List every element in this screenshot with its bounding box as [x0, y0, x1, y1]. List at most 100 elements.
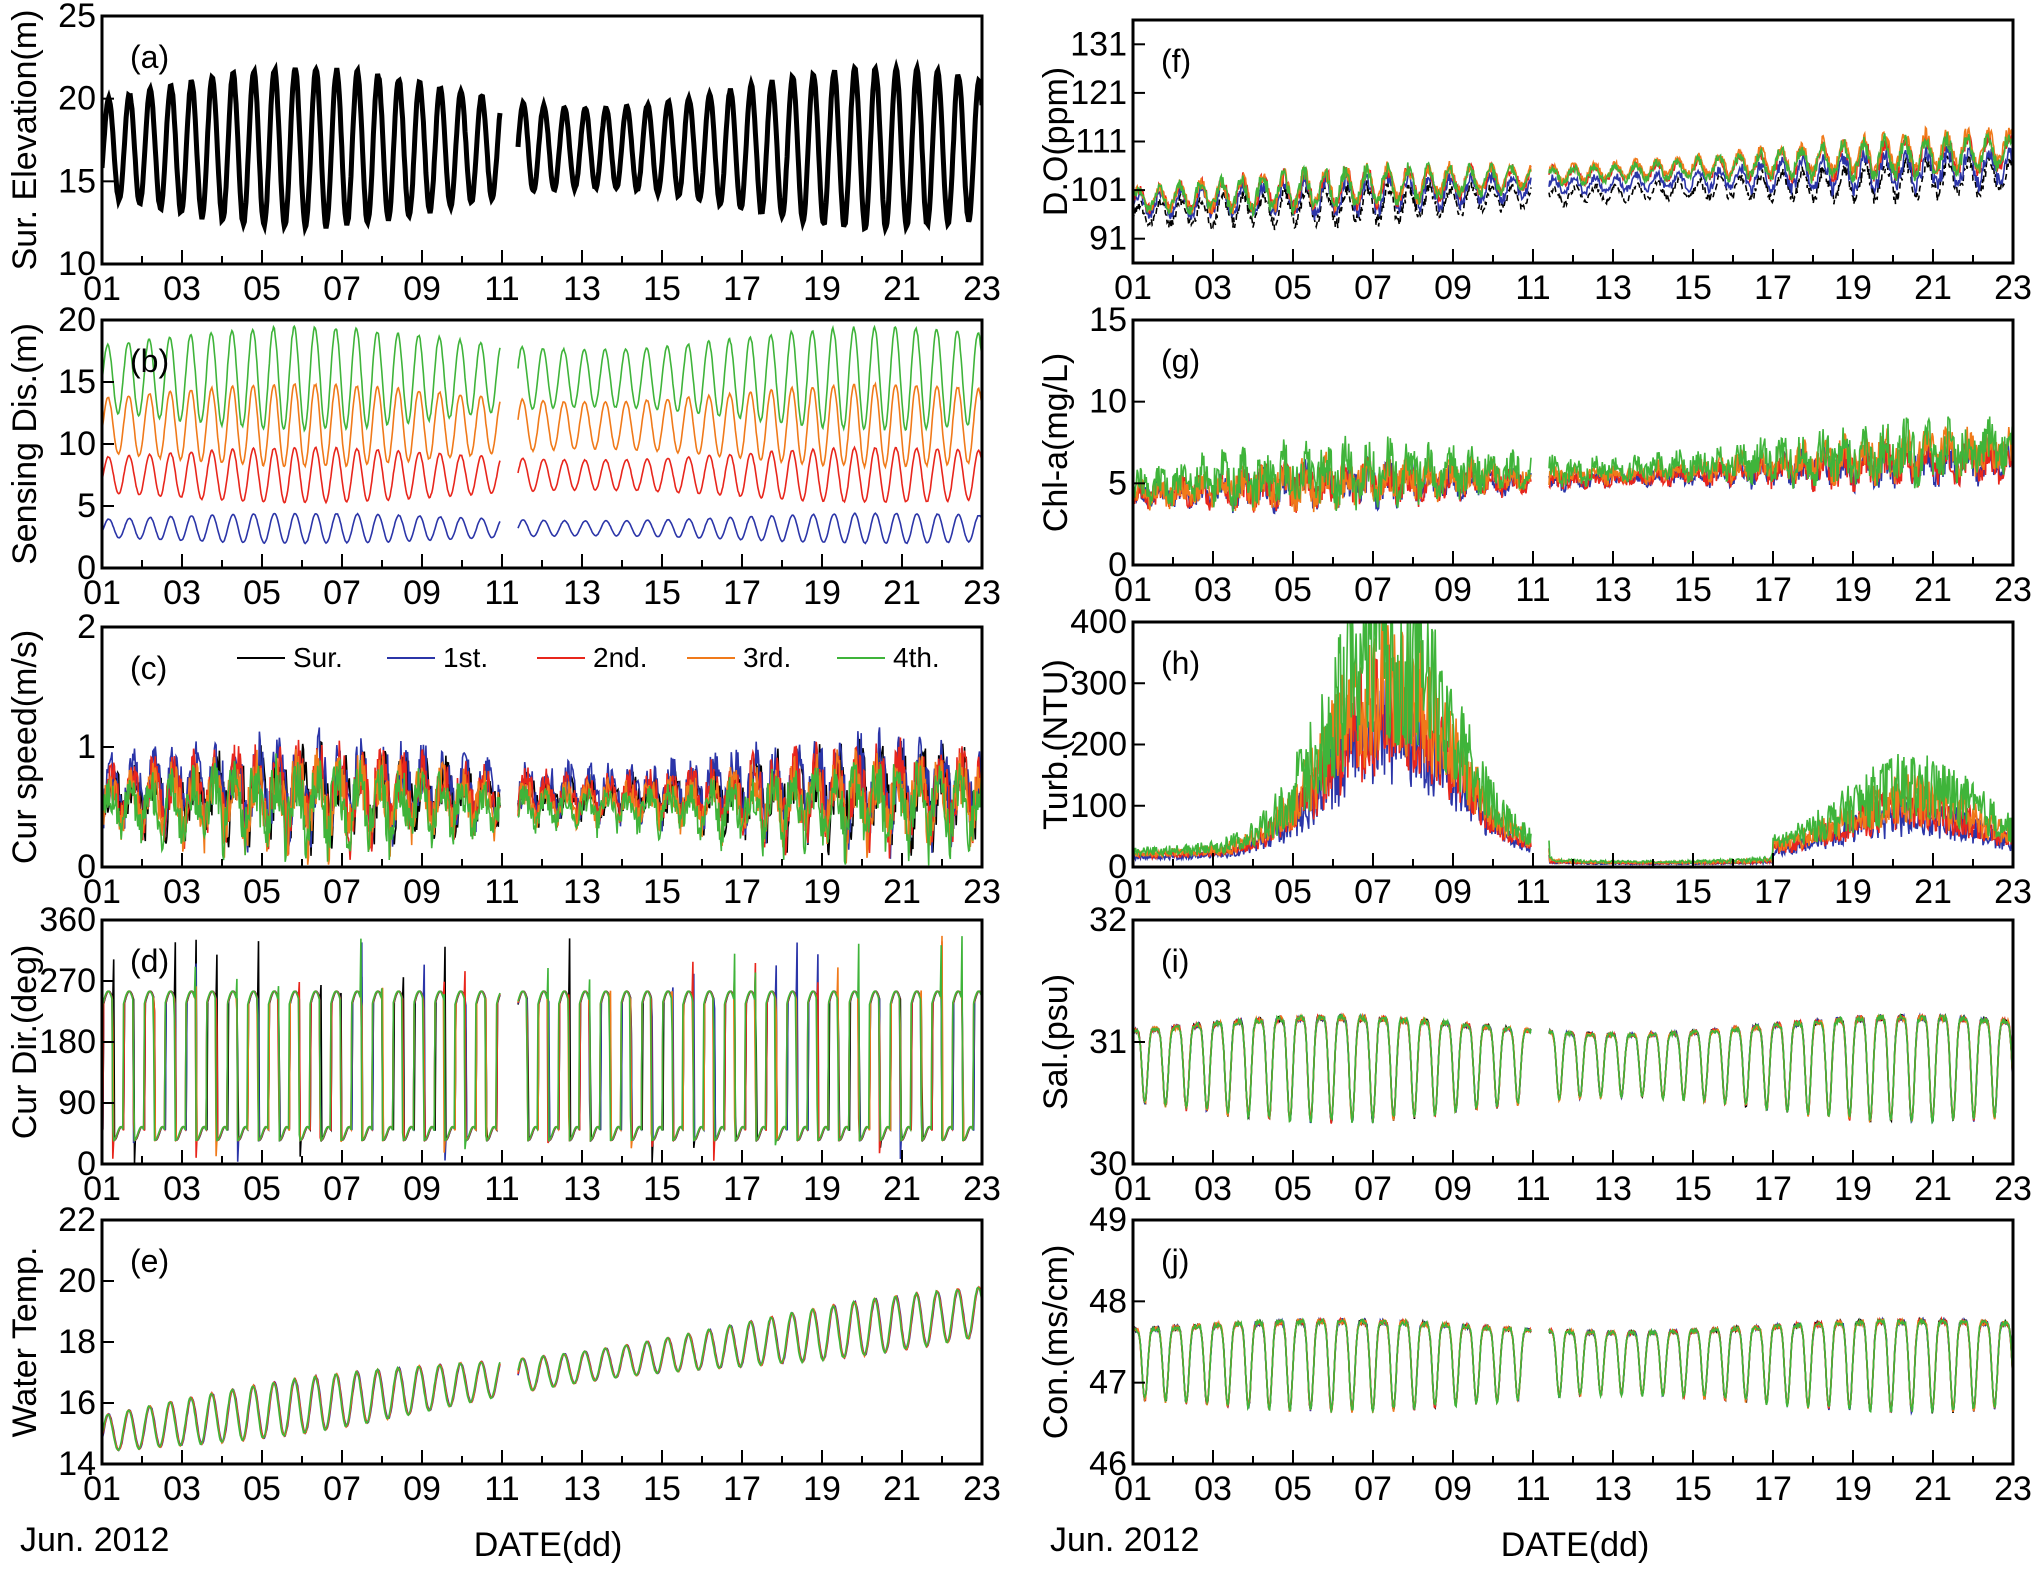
x-tick-label-j: 17 [1754, 1470, 1792, 1508]
x-tick-label-e: 15 [643, 1470, 681, 1508]
x-tick-label-d: 09 [403, 1170, 441, 1208]
x-tick-label-g: 11 [1515, 571, 1550, 609]
y-tick-label-c: 2 [77, 608, 96, 646]
x-tick-label-d: 13 [563, 1170, 601, 1208]
x-tick-label-f: 15 [1674, 269, 1712, 307]
y-tick-label-j: 47 [1089, 1364, 1127, 1402]
x-tick-label-f: 03 [1194, 269, 1232, 307]
y-tick-label-g: 15 [1089, 301, 1127, 339]
legend-label-3rd: 3rd. [743, 642, 791, 673]
x-tick-label-d: 21 [883, 1170, 921, 1208]
x-tick-label-f: 09 [1434, 269, 1472, 307]
x-tick-label-h: 19 [1834, 873, 1872, 911]
y-tick-label-f: 91 [1089, 220, 1127, 258]
series-i-2nd [1133, 1012, 2013, 1124]
x-tick-label-g: 15 [1674, 571, 1712, 609]
x-tick-label-e: 11 [484, 1470, 519, 1508]
y-tick-label-a: 20 [58, 80, 96, 118]
panel-e: 01 03 05 07 09 11 13 15 17 19 21 23 14 16 18 20 22 Water … [6, 1201, 1001, 1508]
x-tick-label-c: 07 [323, 873, 361, 911]
x-tick-label-e: 05 [243, 1470, 281, 1508]
panel-tag-f: (f) [1161, 43, 1191, 79]
panel-tag-b: (b) [130, 343, 169, 379]
x-tick-label-i: 23 [1994, 1170, 2032, 1208]
y-tick-label-e: 20 [58, 1262, 96, 1300]
x-tick-label-e: 03 [163, 1470, 201, 1508]
x-tick-label-i: 19 [1834, 1170, 1872, 1208]
series-b-4th [102, 324, 982, 433]
y-tick-label-a: 15 [58, 162, 96, 200]
series-d-4th [102, 936, 982, 1150]
panel-tag-a: (a) [130, 39, 169, 75]
x-tick-label-d: 03 [163, 1170, 201, 1208]
x-tick-label-f: 05 [1274, 269, 1312, 307]
x-tick-label-d: 15 [643, 1170, 681, 1208]
x-tick-label-e: 23 [963, 1470, 1001, 1508]
panel-j: 01 03 05 07 09 11 13 15 17 19 21 23 46 47 48 49 Con.(ms/… [1037, 1201, 2032, 1508]
x-tick-label-c: 23 [963, 873, 1001, 911]
x-tick-label-e: 01 [83, 1470, 121, 1508]
footer-left-date: Jun. 2012 [20, 1521, 169, 1559]
y-tick-label-g: 5 [1108, 464, 1127, 502]
x-tick-label-a: 19 [803, 270, 841, 308]
y-tick-label-c: 0 [77, 848, 96, 886]
y-tick-label-f: 111 [1075, 123, 1127, 161]
x-tick-label-h: 15 [1674, 873, 1712, 911]
x-tick-label-f: 23 [1994, 269, 2032, 307]
series-group-h [1133, 622, 2013, 867]
series-group-c [102, 727, 982, 866]
legend-label-Sur: Sur. [293, 642, 343, 673]
x-tick-label-f: 17 [1754, 269, 1792, 307]
x-tick-label-j: 07 [1354, 1470, 1392, 1508]
panel-tag-i: (i) [1161, 943, 1189, 979]
series-c-4th [102, 753, 982, 866]
panel-tag-e: (e) [130, 1243, 169, 1279]
x-tick-label-h: 07 [1354, 873, 1392, 911]
x-tick-label-a: 07 [323, 270, 361, 308]
y-tick-label-f: 101 [1070, 171, 1127, 209]
x-tick-label-j: 13 [1594, 1470, 1632, 1508]
y-tick-label-g: 0 [1108, 546, 1127, 584]
x-tick-label-a: 11 [484, 270, 519, 308]
series-e-2nd [102, 1286, 982, 1451]
x-tick-label-j: 21 [1914, 1470, 1952, 1508]
legend-label-2nd: 2nd. [593, 642, 648, 673]
y-tick-label-a: 10 [58, 245, 96, 283]
x-tick-label-b: 15 [643, 574, 681, 612]
series-group-d [102, 935, 982, 1163]
x-tick-label-c: 15 [643, 873, 681, 911]
panel-tag-c: (c) [130, 650, 167, 686]
x-tick-label-c: 17 [723, 873, 761, 911]
footer-right-date: Jun. 2012 [1050, 1521, 1199, 1559]
y-axis-label-d: Cur Dir.(deg) [6, 945, 44, 1140]
x-tick-label-i: 11 [1515, 1170, 1550, 1208]
x-tick-label-g: 07 [1354, 571, 1392, 609]
y-tick-label-i: 30 [1089, 1145, 1127, 1183]
y-axis-label-a: Sur. Elevation(m) [6, 10, 44, 271]
series-group-i [1133, 1012, 2013, 1125]
x-tick-label-h: 11 [1515, 873, 1550, 911]
x-tick-label-g: 09 [1434, 571, 1472, 609]
x-tick-label-j: 15 [1674, 1470, 1712, 1508]
x-tick-label-a: 15 [643, 270, 681, 308]
panel-d: 01 03 05 07 09 11 13 15 17 19 21 23 0 90 180 270 360 Cur … [6, 901, 1001, 1208]
x-tick-label-e: 09 [403, 1470, 441, 1508]
x-tick-label-b: 07 [323, 574, 361, 612]
series-group-g [1133, 416, 2013, 515]
x-tick-label-d: 07 [323, 1170, 361, 1208]
x-tick-label-c: 09 [403, 873, 441, 911]
y-tick-label-b: 15 [58, 363, 96, 401]
y-tick-label-h: 200 [1070, 726, 1127, 764]
series-group-b [102, 324, 982, 545]
x-tick-label-a: 21 [883, 270, 921, 308]
y-tick-label-h: 400 [1070, 603, 1127, 641]
x-tick-label-d: 19 [803, 1170, 841, 1208]
y-tick-label-g: 10 [1089, 383, 1127, 421]
y-tick-label-d: 180 [39, 1023, 96, 1061]
series-group-f [1133, 125, 2013, 231]
x-tick-label-b: 23 [963, 574, 1001, 612]
x-tick-label-h: 05 [1274, 873, 1312, 911]
y-tick-label-j: 46 [1089, 1445, 1127, 1483]
x-tick-label-j: 23 [1994, 1470, 2032, 1508]
